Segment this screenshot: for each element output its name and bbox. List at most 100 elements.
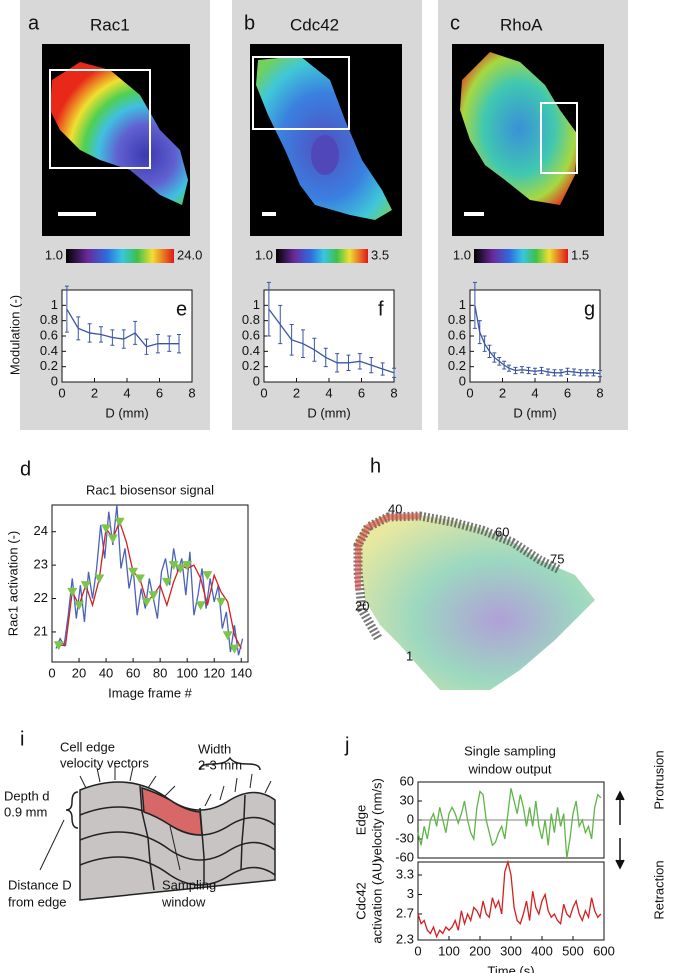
x-axis-label: D (mm) [307, 405, 350, 420]
series-line [474, 305, 601, 375]
x-tick-label: 2 [91, 385, 98, 400]
marker [53, 641, 64, 651]
image-title: RhoA [500, 15, 543, 34]
y-tick-label: 0.6 [448, 327, 466, 342]
x-tick-label: 500 [562, 943, 584, 958]
diagram-label: Depth d [4, 788, 50, 803]
marker [195, 601, 206, 611]
panel-letter: f [378, 298, 384, 320]
x-tick-label: 100 [438, 943, 460, 958]
x-tick-label: 6 [564, 385, 571, 400]
x-tick-label: 0 [466, 385, 473, 400]
series-line [417, 859, 602, 939]
plot-frame [469, 289, 601, 383]
x-tick-label: 4 [123, 385, 130, 400]
diagram-label: window [161, 894, 206, 909]
window-label: 1 [406, 648, 413, 663]
y-tick-label: 60 [400, 773, 414, 788]
x-tick-label: 2 [293, 385, 300, 400]
diagram-label: Distance D [8, 877, 72, 892]
marker [141, 597, 152, 607]
marker [175, 564, 186, 574]
diagram-label: 2-3 mm [198, 757, 242, 772]
y-tick-label: 22 [34, 590, 48, 605]
panel-letter: b [244, 12, 255, 34]
y-axis-label: Cdc42 [353, 882, 368, 920]
panel-letter: h [370, 455, 381, 477]
x-tick-label: 300 [500, 943, 522, 958]
y-tick-label: 3.3 [396, 866, 414, 881]
y-tick-label: 0.2 [40, 358, 58, 373]
x-tick-label: 0 [260, 385, 267, 400]
marker [67, 587, 78, 597]
y-tick-label: 0 [407, 811, 414, 826]
marker [114, 517, 125, 527]
image-title: Cdc42 [290, 15, 339, 34]
colorbar [276, 249, 368, 263]
y-tick-label: 0.2 [242, 358, 260, 373]
x-tick-label: 140 [230, 665, 252, 680]
x-axis-label: D (mm) [105, 405, 148, 420]
scale-max: 1.5 [571, 247, 589, 262]
x-tick-label: 8 [596, 385, 603, 400]
plot-frame [61, 289, 193, 383]
y-axis-label: Edge [353, 805, 368, 835]
marker [222, 631, 233, 641]
x-tick-label: 6 [358, 385, 365, 400]
scale-max: 24.0 [177, 247, 202, 262]
diagram-label: Width [198, 741, 231, 756]
x-tick-label: 200 [469, 943, 491, 958]
y-tick-label: 3 [407, 886, 414, 901]
scale-min: 1.0 [45, 247, 63, 262]
y-tick-label: 0.4 [40, 343, 58, 358]
x-tick-label: 400 [531, 943, 553, 958]
marker [74, 601, 85, 611]
marker [134, 574, 145, 584]
x-tick-label: 0 [414, 943, 421, 958]
cell-image [353, 511, 595, 690]
y-tick-label: 0 [51, 373, 58, 388]
x-tick-label: 600 [593, 943, 615, 958]
window-label: 60 [495, 524, 509, 539]
x-tick-label: 60 [126, 665, 140, 680]
y-axis-label: Rac1 activation (-) [5, 531, 20, 636]
marker [107, 534, 118, 544]
cell-image [250, 44, 402, 236]
scale-max: 3.5 [371, 247, 389, 262]
y-tick-label: 0 [459, 373, 466, 388]
image-title: Rac1 [90, 15, 130, 34]
diagram-label: Sampling [162, 877, 216, 892]
plot-frame [263, 289, 395, 383]
sampling-diagram [39, 756, 276, 901]
chart-title: Rac1 biosensor signal [86, 482, 214, 497]
marker [182, 561, 193, 571]
marker [94, 574, 105, 584]
y-tick-label: 0.8 [448, 312, 466, 327]
y-tick-label: 2.3 [396, 931, 414, 946]
y-tick-label: -30 [395, 830, 414, 845]
y-tick-label: 2.7 [396, 905, 414, 920]
panel-letter: d [20, 458, 31, 480]
y-tick-label: 0.2 [448, 358, 466, 373]
direction-arrows [615, 790, 625, 870]
colorbar [474, 249, 568, 263]
y-tick-label: 0.4 [448, 343, 466, 358]
marker [148, 591, 159, 601]
marker [128, 567, 139, 577]
cell-image [452, 44, 604, 236]
x-tick-label: 2 [499, 385, 506, 400]
diagram-label: 0.9 mm [4, 804, 47, 819]
panel-letter: c [450, 12, 460, 34]
series-line [268, 308, 395, 374]
x-tick-label: 40 [99, 665, 113, 680]
chart-title: Single sampling [464, 743, 556, 758]
y-tick-label: 0.6 [40, 327, 58, 342]
marker [215, 597, 226, 607]
marker [101, 524, 112, 534]
y-tick-label: 21 [34, 623, 48, 638]
x-tick-label: 120 [203, 665, 225, 680]
x-tick-label: 0 [58, 385, 65, 400]
y-tick-label: 0.4 [242, 343, 260, 358]
y-tick-label: 0.8 [40, 312, 58, 327]
